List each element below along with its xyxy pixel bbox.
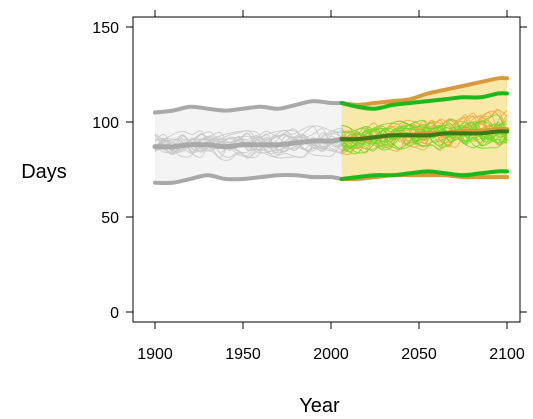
historical-member-line [154,131,343,158]
scenario-b-member-line [341,122,508,147]
historical-member-line [154,130,342,159]
y-tick-label: 0 [110,305,119,322]
x-tick-label: 1950 [225,346,261,363]
scenario-a-upper-line [339,76,509,107]
y-tick-label: 50 [101,210,119,227]
x-axis-title: Year [299,395,340,417]
y-axis-title: Days [21,161,67,183]
x-tick-label: 1900 [137,346,173,363]
historical-member-line [154,133,342,158]
plot-frame [132,16,521,323]
scenario-b-lower-line [339,169,509,181]
y-tick-label: 150 [92,20,119,37]
scenario-b-mean-line [339,129,509,142]
summary-line-layer [152,76,510,186]
historical-mean-line [152,136,345,150]
x-tick-label: 2050 [401,346,437,363]
scenario-b-upper-line [339,91,509,111]
historical-lower-line [153,172,344,186]
y-tick-label: 100 [92,115,119,132]
ensemble-member-layer [154,108,508,161]
scenario-a-lower-line [339,173,509,182]
x-tick-label: 2100 [489,346,525,363]
axes-layer: 1900 1950 2000 2050 2100 0 50 100 150 [92,10,527,363]
scenario-b-member-line [341,122,508,152]
historical-upper-line [153,99,344,115]
x-tick-label: 2000 [313,346,349,363]
scenario-b-member-line [341,120,508,149]
